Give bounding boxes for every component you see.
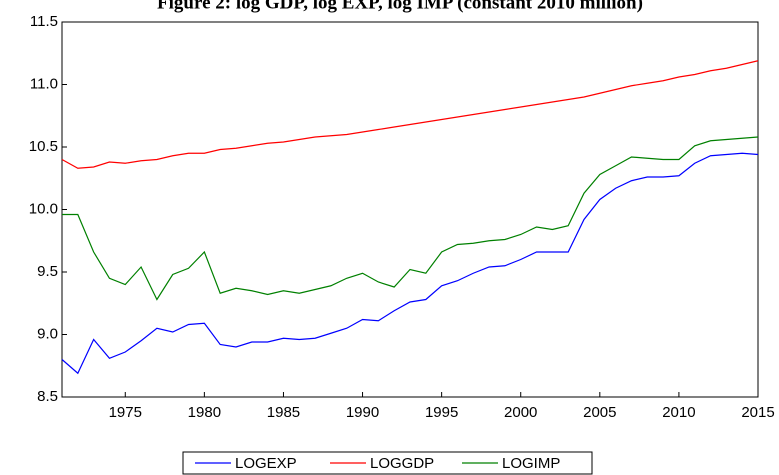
y-tick-label: 10.5	[29, 138, 58, 155]
legend-label: LOGGDP	[370, 455, 434, 472]
y-tick-label: 8.5	[37, 388, 58, 405]
x-tick-label: 2010	[662, 404, 695, 421]
chart-title: Figure 2: log GDP, log EXP, log IMP (con…	[157, 0, 643, 13]
y-tick-label: 11.5	[30, 13, 58, 30]
x-tick-label: 1975	[109, 404, 142, 421]
series-line	[61, 60, 759, 169]
x-tick-label: 2015	[741, 404, 774, 421]
series-line	[62, 136, 759, 301]
y-tick-label: 9.5	[37, 263, 58, 280]
plot-frame	[61, 21, 759, 398]
y-tick-label: 9.0	[37, 325, 58, 342]
y-tick-label: 11.0	[30, 75, 58, 92]
legend-label: LOGIMP	[502, 455, 560, 472]
series-line	[61, 152, 759, 375]
y-tick-label: 10.0	[29, 200, 58, 217]
x-tick-label: 2005	[583, 404, 616, 421]
legend-box	[182, 451, 593, 475]
x-tick-label: 2000	[504, 404, 537, 421]
x-tick-label: 1990	[346, 404, 379, 421]
x-tick-label: 1980	[188, 404, 221, 421]
x-tick-label: 1985	[267, 404, 300, 421]
x-tick-label: 1995	[425, 404, 458, 421]
legend-label: LOGEXP	[235, 455, 297, 472]
